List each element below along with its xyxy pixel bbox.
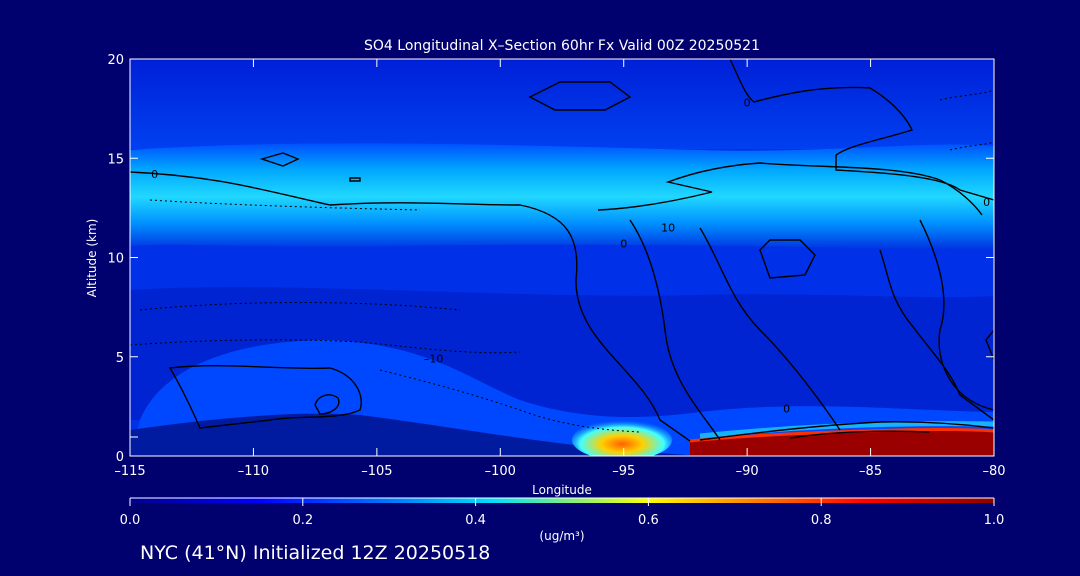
contour-line — [379, 369, 641, 433]
chart-title: SO4 Longitudinal X–Section 60hr Fx Valid… — [364, 38, 760, 54]
contour-line — [699, 227, 841, 431]
so4-band-field — [130, 143, 994, 250]
contour-line — [597, 162, 983, 216]
x-tick-label: –80 — [982, 464, 1005, 479]
x-tick-label: –110 — [238, 464, 269, 479]
colorbar-ticks: 0.0 0.2 0.4 0.6 0.8 1.0 — [120, 498, 1005, 528]
contour-line — [789, 430, 931, 439]
colorbar-tick-label: 1.0 — [984, 513, 1005, 528]
contour-line — [168, 365, 362, 429]
footer-caption: NYC (41°N) Initialized 12Z 20250518 — [140, 542, 491, 564]
contour-line — [699, 421, 994, 441]
contour-label: 10 — [661, 222, 675, 235]
contour-line — [130, 339, 521, 354]
contour-line — [985, 328, 994, 361]
x-tick-label: –100 — [485, 464, 516, 479]
colorbar-tick-label: 0.4 — [465, 513, 486, 528]
x-tick-label: –85 — [859, 464, 882, 479]
colorbar-unit-label: (ug/m³) — [539, 529, 584, 543]
contour-line — [149, 199, 421, 211]
x-tick-label: –90 — [736, 464, 759, 479]
contour-label: 0 — [983, 196, 990, 209]
contour-line — [729, 59, 913, 156]
x-tick-label: –115 — [114, 464, 145, 479]
contour-line — [349, 177, 361, 182]
y-tick-label: 15 — [107, 152, 124, 167]
contour-label-layer: 0 0 10 0 0 –10 0 — [151, 97, 990, 416]
heatmap-field — [130, 59, 994, 456]
contour-line — [259, 152, 300, 167]
contour-label: 0 — [151, 168, 158, 181]
y-tick-label: 10 — [107, 252, 124, 267]
y-axis-label: Altitude (km) — [85, 219, 99, 298]
y-tick-label: 20 — [107, 53, 124, 68]
so4-plume-west — [572, 420, 672, 456]
contour-line — [949, 141, 994, 151]
contour-line — [759, 239, 816, 279]
colorbar — [130, 498, 994, 503]
colorbar-tick-label: 0.0 — [120, 513, 141, 528]
contour-line — [130, 171, 691, 442]
x-tick-label: –105 — [361, 464, 392, 479]
colorbar-tick-label: 0.6 — [638, 513, 659, 528]
contour-label: 0 — [783, 402, 790, 415]
y-tick-label: 0 — [116, 450, 124, 465]
x-axis-label: Longitude — [532, 483, 592, 497]
y-axis: 0 5 10 15 20 — [107, 53, 994, 465]
contour-line — [139, 302, 461, 311]
contour-line — [939, 89, 994, 101]
x-axis: –115 –110 –105 –100 –95 –90 –85 –80 — [114, 59, 1006, 479]
y-tick-label: 5 — [116, 351, 124, 366]
colorbar-tick-label: 0.2 — [292, 513, 313, 528]
contour-line — [879, 249, 994, 421]
contour-label: –10 — [424, 353, 444, 366]
contour-line — [528, 81, 632, 111]
terrain-shadow — [130, 413, 700, 456]
dotted-contours — [130, 89, 994, 433]
contour-label: 0 — [620, 238, 627, 251]
contour-line — [919, 219, 994, 411]
contour-lines — [130, 59, 994, 442]
contour-line — [314, 394, 340, 415]
contour-line — [629, 219, 721, 441]
contour-label: 0 — [744, 97, 751, 110]
x-tick-label: –95 — [612, 464, 635, 479]
colorbar-tick-label: 0.8 — [811, 513, 832, 528]
upper-layer-field — [130, 59, 994, 149]
contour-line — [835, 155, 994, 201]
